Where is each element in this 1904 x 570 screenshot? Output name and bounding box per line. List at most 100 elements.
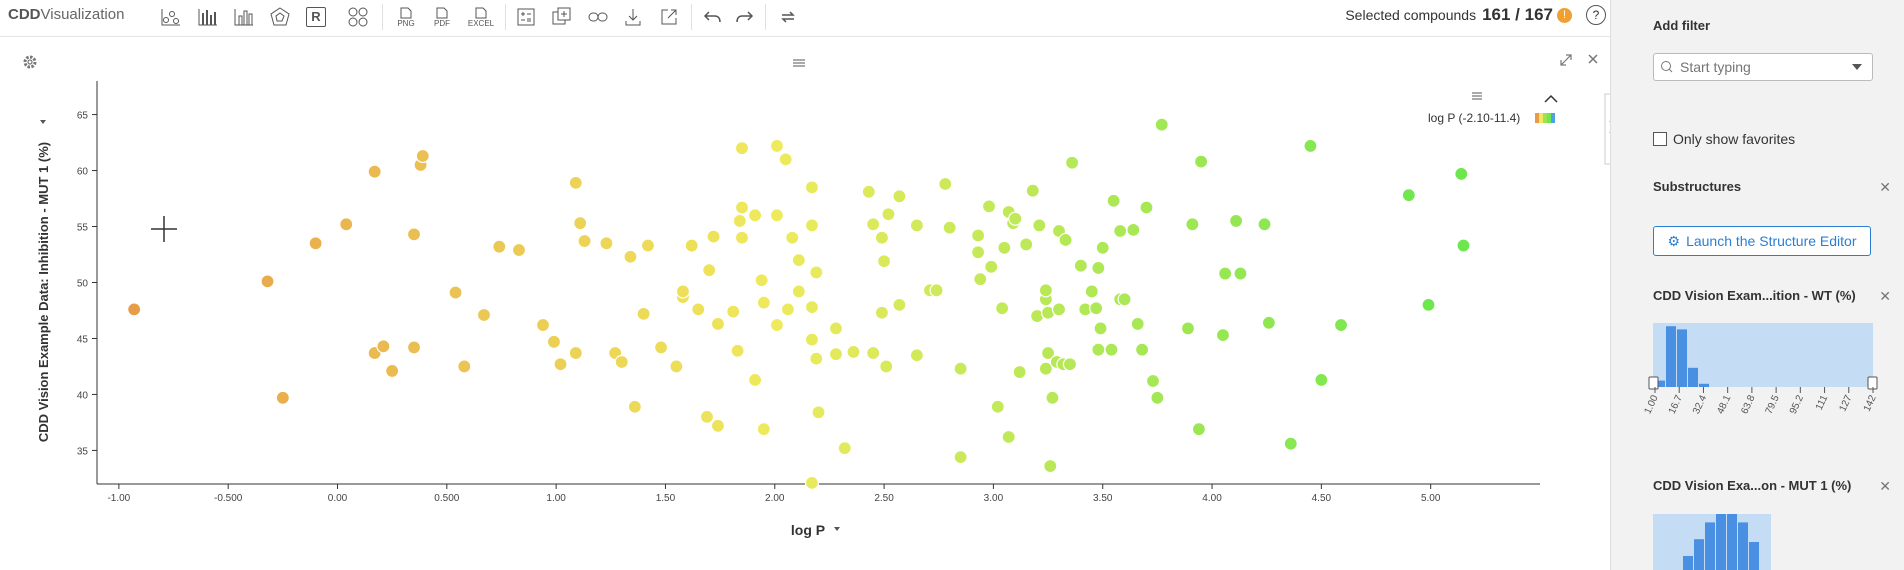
- data-point[interactable]: [734, 141, 750, 156]
- data-point[interactable]: [1095, 240, 1110, 255]
- data-point[interactable]: [1091, 260, 1106, 276]
- data-point[interactable]: [734, 230, 750, 245]
- close-icon[interactable]: [1588, 54, 1598, 64]
- data-point[interactable]: [892, 189, 907, 204]
- data-point[interactable]: [804, 300, 820, 315]
- data-point[interactable]: [675, 284, 691, 299]
- data-point[interactable]: [1065, 155, 1080, 170]
- chevron-down-icon[interactable]: [1850, 62, 1864, 72]
- data-point[interactable]: [1191, 422, 1207, 437]
- drag-handle-icon[interactable]: [793, 59, 805, 67]
- data-point[interactable]: [1401, 188, 1416, 203]
- data-point[interactable]: [127, 302, 142, 317]
- data-point[interactable]: [1073, 258, 1088, 273]
- data-point[interactable]: [1456, 238, 1471, 253]
- data-point[interactable]: [376, 339, 391, 354]
- data-point[interactable]: [1257, 217, 1272, 232]
- data-point[interactable]: [623, 249, 638, 264]
- data-point[interactable]: [785, 230, 800, 245]
- data-point[interactable]: [568, 175, 583, 190]
- data-point[interactable]: [811, 405, 826, 420]
- data-point[interactable]: [1421, 297, 1436, 312]
- data-point[interactable]: [457, 359, 472, 374]
- data-point[interactable]: [780, 302, 795, 317]
- data-point[interactable]: [1051, 302, 1067, 317]
- data-point[interactable]: [732, 213, 747, 229]
- data-point[interactable]: [511, 242, 527, 258]
- data-point[interactable]: [866, 345, 881, 361]
- data-point[interactable]: [275, 390, 290, 405]
- undo-icon[interactable]: [700, 4, 726, 30]
- data-point[interactable]: [730, 343, 745, 358]
- data-point[interactable]: [653, 340, 669, 355]
- scatter-plot-icon[interactable]: [158, 4, 184, 30]
- data-point[interactable]: [756, 422, 771, 437]
- data-point[interactable]: [684, 238, 699, 253]
- data-point[interactable]: [953, 450, 968, 465]
- data-point[interactable]: [1117, 292, 1132, 307]
- data-point[interactable]: [747, 208, 763, 223]
- data-point[interactable]: [981, 199, 997, 214]
- data-point[interactable]: [568, 345, 583, 361]
- collapse-panel-icon[interactable]: [1604, 93, 1610, 165]
- data-point[interactable]: [1032, 218, 1047, 233]
- data-point[interactable]: [769, 317, 785, 333]
- data-point[interactable]: [769, 138, 785, 154]
- data-point[interactable]: [791, 284, 806, 299]
- data-point[interactable]: [778, 152, 793, 167]
- help-icon[interactable]: ?: [1586, 5, 1606, 25]
- data-point[interactable]: [1180, 321, 1196, 336]
- link-icon[interactable]: [585, 4, 611, 30]
- data-point[interactable]: [754, 273, 769, 288]
- data-point[interactable]: [1008, 211, 1023, 226]
- duplicate-icon[interactable]: [549, 4, 575, 30]
- data-point[interactable]: [837, 441, 852, 456]
- data-point[interactable]: [1218, 266, 1233, 281]
- data-point[interactable]: [909, 218, 924, 233]
- range-handle-min[interactable]: [1648, 376, 1659, 390]
- cluster-icon[interactable]: [345, 4, 371, 30]
- data-point[interactable]: [1012, 364, 1027, 380]
- data-point[interactable]: [953, 361, 968, 376]
- data-point[interactable]: [997, 240, 1012, 255]
- data-point[interactable]: [973, 272, 988, 287]
- data-point[interactable]: [636, 306, 651, 321]
- r-script-icon[interactable]: R: [303, 4, 329, 30]
- data-point[interactable]: [669, 359, 684, 374]
- data-point[interactable]: [971, 228, 986, 243]
- y-axis-label[interactable]: CDD Vision Example Data: Inhibition - MU…: [36, 142, 51, 442]
- radar-chart-icon[interactable]: [267, 4, 293, 30]
- data-point[interactable]: [406, 340, 422, 355]
- data-point[interactable]: [881, 207, 896, 222]
- close-icon[interactable]: ✕: [1879, 478, 1891, 494]
- data-point[interactable]: [546, 334, 562, 349]
- data-point[interactable]: [1145, 373, 1161, 389]
- data-point[interactable]: [1139, 200, 1154, 215]
- data-point[interactable]: [448, 285, 463, 300]
- data-point[interactable]: [599, 236, 614, 251]
- data-point[interactable]: [1134, 342, 1150, 357]
- data-point[interactable]: [804, 180, 820, 195]
- data-point[interactable]: [1228, 213, 1244, 229]
- data-point[interactable]: [892, 297, 907, 312]
- data-point[interactable]: [1106, 193, 1121, 208]
- data-point[interactable]: [1194, 154, 1209, 169]
- histogram-filter-mut1[interactable]: [1611, 514, 1904, 570]
- data-point[interactable]: [706, 229, 721, 244]
- data-point[interactable]: [1333, 317, 1349, 333]
- data-point[interactable]: [828, 321, 844, 336]
- data-point[interactable]: [1025, 183, 1040, 198]
- data-point[interactable]: [577, 233, 592, 249]
- data-point[interactable]: [1104, 342, 1119, 357]
- data-point[interactable]: [828, 347, 844, 362]
- close-icon[interactable]: ✕: [1879, 288, 1891, 304]
- data-point[interactable]: [1058, 232, 1073, 248]
- only-favorites-checkbox[interactable]: Only show favorites: [1653, 131, 1795, 147]
- data-point[interactable]: [1113, 223, 1128, 239]
- data-point[interactable]: [1314, 372, 1329, 387]
- data-point[interactable]: [573, 216, 588, 231]
- x-axis-dropdown-icon[interactable]: [834, 527, 840, 531]
- data-point[interactable]: [699, 409, 715, 424]
- data-point[interactable]: [747, 372, 763, 387]
- data-point[interactable]: [809, 265, 824, 280]
